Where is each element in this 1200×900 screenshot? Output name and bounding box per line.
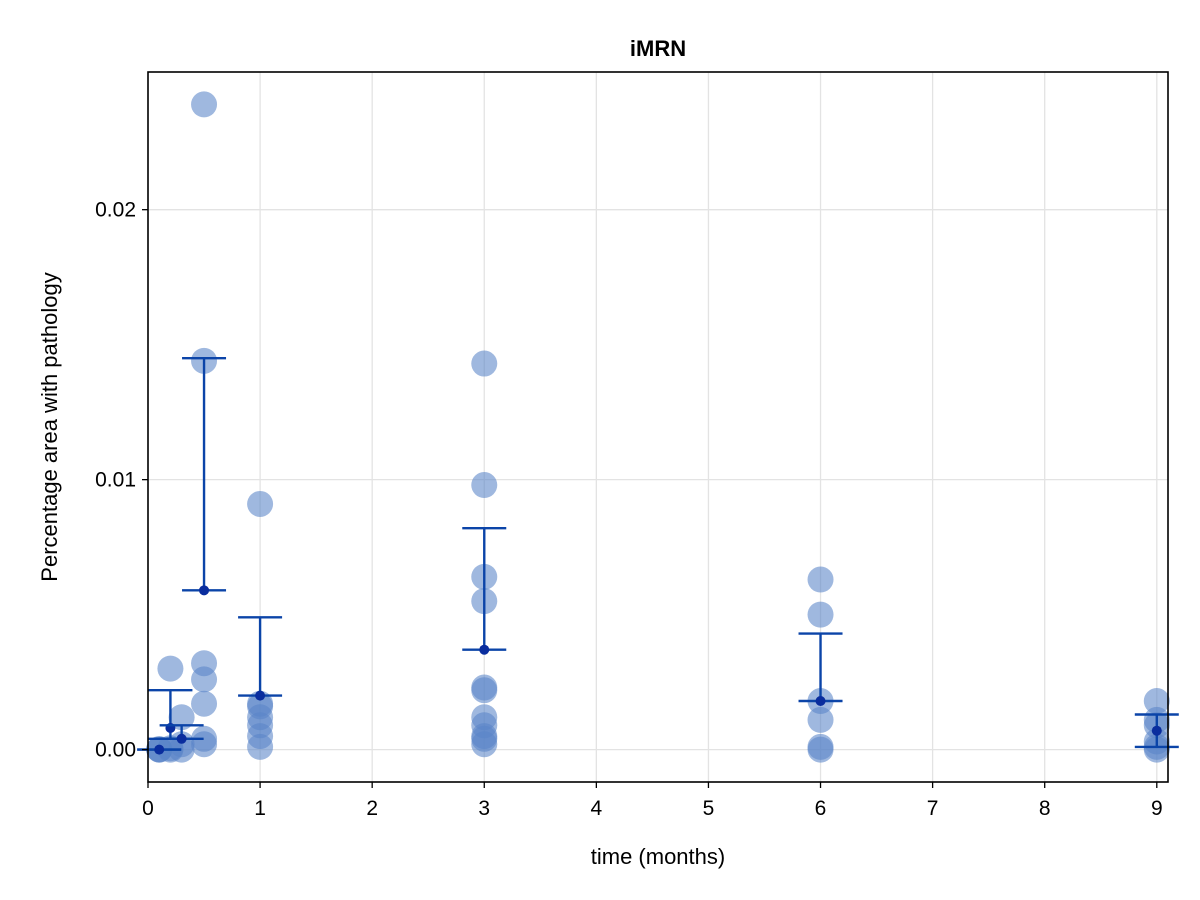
data-point [807,566,834,593]
x-tick-label: 8 [1039,797,1051,820]
mean-marker [176,733,187,744]
y-tick-label: 0.02 [95,199,136,222]
y-tick-label: 0.01 [95,469,136,492]
x-tick-label: 4 [591,797,603,820]
data-point [471,731,498,758]
data-point [471,472,498,499]
x-tick-label: 5 [703,797,715,820]
data-point [168,736,195,763]
x-axis-label: time (months) [591,844,725,869]
x-tick-label: 3 [478,797,490,820]
data-point [807,601,834,628]
data-point [191,731,218,758]
x-tick-label: 7 [927,797,939,820]
data-point [471,677,498,704]
mean-marker [255,690,266,701]
data-point [1143,736,1170,763]
data-point [157,655,184,682]
mean-marker [1151,725,1162,736]
x-tick-label: 0 [142,797,154,820]
data-point [247,733,274,760]
data-point [191,666,218,693]
data-point [191,91,218,118]
data-point [807,706,834,733]
y-tick-label: 0.00 [95,739,136,762]
y-axis-label: Percentage area with pathology [37,272,62,581]
data-point [168,704,195,731]
grid-lines [147,72,1168,782]
data-point [191,690,218,717]
data-point [1143,688,1170,715]
plot-frame [147,71,1169,783]
axis-ticks: 0 1 2 3 4 5 6 7 8 9 0.00 0.01 0.02 [95,199,1163,820]
mean-marker [815,696,826,707]
data-point [247,490,274,517]
mean-marker [199,585,210,596]
chart-title: iMRN [630,36,686,61]
data-point [807,736,834,763]
data-points [146,91,1170,763]
mean-marker [154,744,165,755]
error-bars [137,356,1179,755]
x-tick-label: 2 [366,797,378,820]
data-point [471,350,498,377]
x-tick-label: 9 [1151,797,1163,820]
mean-marker [479,644,490,655]
x-tick-label: 6 [815,797,827,820]
x-tick-label: 1 [254,797,266,820]
